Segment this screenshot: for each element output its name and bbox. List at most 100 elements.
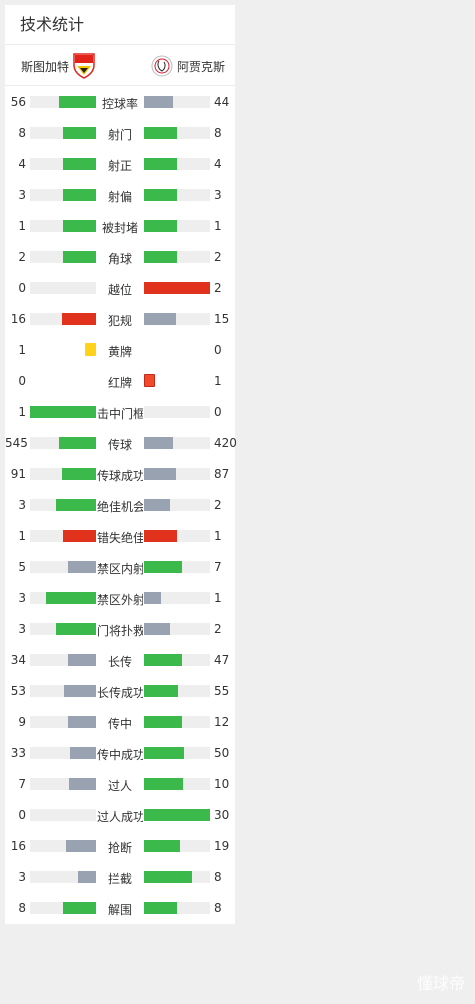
home-value: 3 — [18, 188, 26, 202]
home-bar-track — [30, 220, 96, 232]
stat-label: 长传 — [107, 655, 132, 669]
stat-label: 射门 — [107, 128, 132, 142]
home-value: 3 — [18, 870, 26, 884]
home-bar-track — [30, 592, 96, 604]
home-bar-track — [30, 778, 96, 790]
home-value: 0 — [18, 808, 26, 822]
away-value: 1 — [214, 374, 222, 388]
home-bar-track — [30, 499, 96, 511]
away-bar-track — [144, 685, 210, 697]
away-value: 2 — [214, 250, 222, 264]
home-bar-track — [30, 189, 96, 201]
teams-header: 斯图加特 阿贾克斯 — [5, 45, 235, 86]
home-value: 16 — [10, 839, 26, 853]
away-bar-fill — [144, 251, 177, 263]
away-value: 0 — [214, 405, 222, 419]
home-value: 8 — [18, 901, 26, 915]
away-bar-fill — [144, 96, 173, 108]
away-value: 420 — [214, 436, 237, 450]
stat-row: 0 越位 2 — [5, 272, 235, 303]
away-bar-track — [144, 468, 210, 480]
home-bar-track — [30, 623, 96, 635]
away-value: 10 — [214, 777, 230, 791]
away-value: 0 — [214, 343, 222, 357]
away-value: 55 — [214, 684, 230, 698]
stat-label: 被封堵 — [101, 221, 138, 235]
stat-label: 解围 — [107, 903, 132, 917]
home-value: 33 — [10, 746, 26, 760]
away-value: 47 — [214, 653, 230, 667]
away-value: 44 — [214, 95, 230, 109]
away-bar-fill — [144, 685, 178, 697]
stat-row: 1 错失绝佳 1 — [5, 520, 235, 551]
stat-label: 传中 — [107, 717, 132, 731]
stat-row: 2 角球 2 — [5, 241, 235, 272]
away-bar-track — [144, 282, 210, 294]
away-bar-fill — [144, 530, 177, 542]
home-team-crest-icon[interactable] — [73, 53, 95, 79]
home-bar-track — [30, 468, 96, 480]
home-value: 53 — [10, 684, 26, 698]
home-value: 1 — [18, 343, 26, 357]
home-bar-track — [30, 809, 96, 821]
home-bar-fill — [68, 716, 96, 728]
home-bar-fill — [62, 313, 96, 325]
away-bar-track — [144, 654, 210, 666]
away-team-name[interactable]: 阿贾克斯 — [176, 60, 225, 74]
away-bar-track — [144, 158, 210, 170]
away-bar-track — [144, 747, 210, 759]
stat-label: 控球率 — [101, 97, 138, 111]
stats-panel: 技术统计 斯图加特 阿贾克斯 56 控球率 44 8 射门 8 4 射正 4 3 射偏 3 1 被封堵 1 2… — [5, 5, 237, 924]
home-value: 1 — [18, 219, 26, 233]
away-bar-track — [144, 127, 210, 139]
home-bar-fill — [68, 654, 96, 666]
away-bar-track — [144, 189, 210, 201]
away-value: 2 — [214, 622, 222, 636]
home-bar-track — [30, 716, 96, 728]
stat-row: 3 射偏 3 — [5, 179, 235, 210]
away-bar-fill — [144, 561, 182, 573]
stats-list: 56 控球率 44 8 射门 8 4 射正 4 3 射偏 3 1 被封堵 1 2 角球 2 0 越位 2 16 犯规 15 1 黄… — [5, 86, 237, 923]
stat-row: 1 被封堵 1 — [5, 210, 235, 241]
away-value: 4 — [214, 157, 222, 171]
away-bar-track — [144, 530, 210, 542]
home-value: 9 — [18, 715, 26, 729]
stat-label: 传球成功 — [97, 469, 143, 483]
home-bar-fill — [64, 685, 96, 697]
home-bar-fill — [62, 468, 96, 480]
home-bar-fill — [63, 127, 96, 139]
away-bar-track — [144, 623, 210, 635]
away-bar-fill — [144, 623, 170, 635]
stat-label: 越位 — [107, 283, 132, 297]
stat-label: 禁区内射 — [97, 562, 143, 576]
home-bar-track — [30, 406, 96, 418]
home-bar-fill — [63, 251, 96, 263]
home-value: 2 — [18, 250, 26, 264]
home-bar-track — [30, 530, 96, 542]
home-team-name[interactable]: 斯图加特 — [21, 60, 70, 74]
away-value: 12 — [214, 715, 230, 729]
home-bar-fill — [63, 189, 96, 201]
home-bar-fill — [56, 623, 96, 635]
stat-label: 犯规 — [107, 314, 132, 328]
away-bar-fill — [144, 499, 170, 511]
home-value: 91 — [10, 467, 26, 481]
stat-label: 击中门框 — [97, 407, 143, 421]
stat-row: 5 禁区内射 7 — [5, 551, 235, 582]
stat-label: 角球 — [107, 252, 132, 266]
stat-row: 53 长传成功 55 — [5, 675, 235, 706]
stat-row: 4 射正 4 — [5, 148, 235, 179]
home-value: 3 — [18, 498, 26, 512]
home-value: 545 — [5, 436, 28, 450]
stat-row: 9 传中 12 — [5, 706, 235, 737]
away-bar-fill — [144, 313, 176, 325]
stat-row: 3 拦截 8 — [5, 861, 235, 892]
stat-label: 黄牌 — [107, 345, 132, 359]
away-bar-fill — [144, 468, 176, 480]
stat-label: 传球 — [107, 438, 132, 452]
away-bar-track — [144, 313, 210, 325]
away-bar-fill — [144, 437, 173, 449]
away-bar-track — [144, 561, 210, 573]
stat-row: 3 门将扑救 2 — [5, 613, 235, 644]
away-team-crest-icon[interactable] — [151, 55, 173, 77]
